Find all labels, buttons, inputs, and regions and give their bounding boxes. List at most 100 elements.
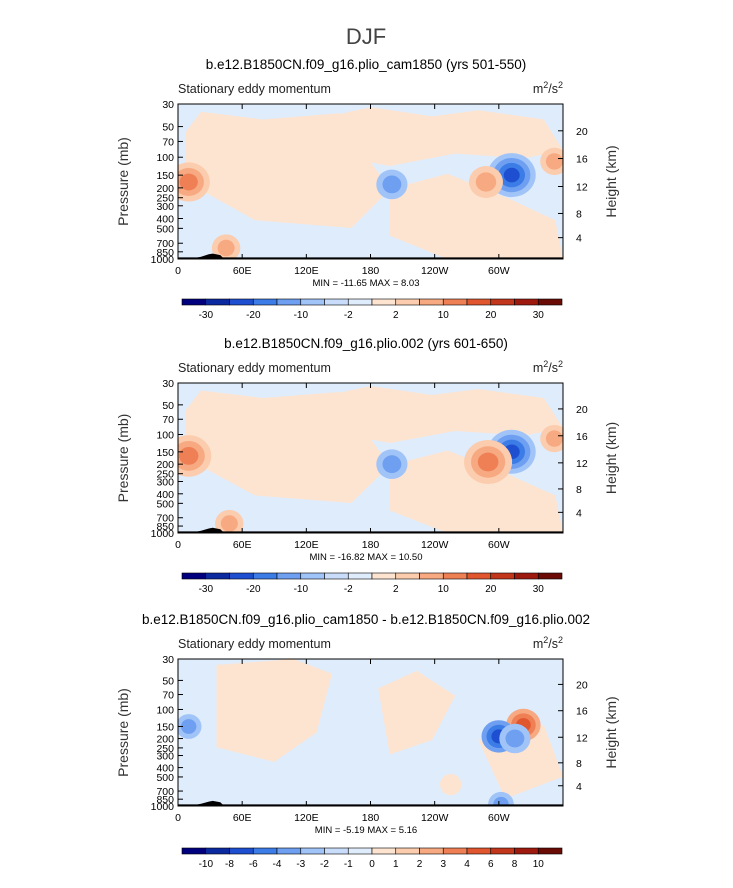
colorbar-label: -6	[249, 859, 258, 870]
x-tick-label: 60E	[233, 265, 252, 277]
contour-feature-0	[503, 167, 520, 183]
colorbar-label: 6	[488, 859, 494, 870]
contour-feature-2	[179, 173, 198, 191]
y-tick-label: 400	[156, 763, 174, 775]
units-part: 2	[558, 80, 563, 90]
contour-feature-4	[493, 796, 509, 806]
chart-title: b.e12.B1850CN.f09_g16.plio_cam1850 (yrs …	[206, 57, 526, 72]
colorbar-label: -20	[246, 310, 261, 321]
colorbar-swatch	[252, 572, 278, 580]
colorbar-label: 3	[441, 859, 447, 870]
x-tick-label: 120W	[421, 265, 449, 277]
colorbar-swatch	[205, 298, 230, 306]
units-part: /s	[548, 637, 558, 651]
units-label: m2/s2	[533, 635, 563, 651]
colorbar-swatch	[371, 298, 397, 306]
colorbar-label: 20	[485, 584, 497, 595]
units-part: 2	[558, 359, 563, 369]
chart-panel-3: b.e12.B1850CN.f09_g16.plio_cam1850 - b.e…	[115, 612, 619, 870]
y-tick-label: 200	[156, 459, 174, 471]
y-tick-label: 700	[156, 238, 174, 250]
colorbar-swatch	[347, 847, 373, 855]
units-label: m2/s2	[533, 359, 563, 375]
units-label: m2/s2	[533, 80, 563, 96]
colorbar-swatch	[419, 847, 444, 855]
y-tick-label: 250	[156, 193, 174, 205]
colorbar-label: 8	[512, 859, 518, 870]
colorbar-swatch	[537, 847, 563, 855]
min-max-label: MIN = -16.82 MAX = 10.50	[309, 552, 422, 563]
chart-subtitle: Stationary eddy momentum	[178, 361, 331, 375]
y-tick-label: 30	[162, 654, 174, 666]
shaded-band-1	[301, 107, 563, 166]
colorbar-swatch	[229, 298, 254, 306]
colorbar-swatch	[466, 298, 492, 306]
units-part: m	[533, 82, 543, 96]
colorbar-label: 0	[369, 859, 375, 870]
colorbar-label: -10	[294, 584, 309, 595]
y-tick-label: 1000	[151, 528, 175, 540]
colorbar-swatch	[300, 572, 325, 580]
x-tick-label: 180	[362, 539, 380, 551]
units-part: /s	[548, 361, 558, 375]
shaded-band-1	[378, 670, 456, 755]
colorbar-swatch	[181, 847, 207, 855]
colorbar-label: 4	[464, 859, 470, 870]
right-tick-label: 20	[576, 679, 588, 691]
x-tick-label: 120E	[294, 265, 319, 277]
colorbar-swatch	[252, 847, 278, 855]
x-tick-label: 60W	[488, 539, 510, 551]
contour-feature-3	[382, 175, 402, 194]
colorbar-swatch	[466, 572, 492, 580]
colorbar-swatch	[300, 847, 325, 855]
colorbar: -30 -20 -10 -2 2 10 20 30	[181, 298, 563, 321]
contour-feature-4	[545, 153, 563, 170]
colorbar-label: 30	[533, 310, 545, 321]
colorbar-swatch	[371, 847, 397, 855]
x-tick-label: 180	[362, 812, 380, 824]
chart-panel-1: b.e12.B1850CN.f09_g16.plio_cam1850 (yrs …	[115, 57, 619, 321]
right-tick-label: 8	[576, 758, 582, 770]
right-tick-label: 8	[576, 208, 582, 220]
right-tick-label: 12	[576, 182, 588, 194]
x-tick-label: 120E	[294, 539, 319, 551]
colorbar-swatch	[395, 298, 420, 306]
colorbar-swatch	[181, 572, 207, 580]
colorbar-swatch	[490, 572, 515, 580]
colorbar-swatch	[490, 298, 515, 306]
y-tick-label: 500	[156, 223, 174, 235]
shaded-band-2	[389, 450, 563, 533]
y-axis-label: Pressure (mb)	[115, 414, 131, 503]
right-axis-label: Height (km)	[603, 422, 619, 494]
y-tick-label: 30	[162, 378, 174, 390]
chart-subtitle: Stationary eddy momentum	[178, 637, 331, 651]
units-part: 2	[543, 80, 548, 90]
colorbar-swatch	[490, 847, 515, 855]
y-axis-label: Pressure (mb)	[115, 137, 131, 226]
right-tick-label: 8	[576, 484, 582, 496]
colorbar-swatch	[537, 572, 563, 580]
x-tick-label: 120W	[421, 812, 449, 824]
x-tick-label: 0	[175, 539, 181, 551]
contour-feature-5	[220, 515, 238, 532]
colorbar-label: -10	[294, 310, 309, 321]
y-tick-label: 150	[156, 170, 174, 182]
y-tick-label: 500	[156, 772, 174, 784]
units-part: 2	[543, 359, 548, 369]
colorbar-swatch	[371, 572, 397, 580]
colorbar-swatch	[276, 847, 302, 855]
min-max-label: MIN = -5.19 MAX = 5.16	[315, 825, 417, 836]
y-tick-label: 1000	[151, 254, 175, 266]
y-tick-label: 70	[162, 690, 174, 702]
colorbar-label: 2	[393, 310, 399, 321]
colorbar-label: 10	[438, 584, 450, 595]
y-tick-label: 850	[156, 247, 174, 259]
y-tick-label: 100	[156, 152, 174, 164]
contour-field	[178, 104, 563, 259]
right-tick-label: 4	[576, 507, 582, 519]
contour-feature-4	[545, 430, 563, 447]
x-tick-label: 60E	[233, 539, 252, 551]
y-tick-label: 70	[162, 136, 174, 148]
colorbar-label: -30	[199, 310, 214, 321]
colorbar-label: -2	[344, 584, 353, 595]
